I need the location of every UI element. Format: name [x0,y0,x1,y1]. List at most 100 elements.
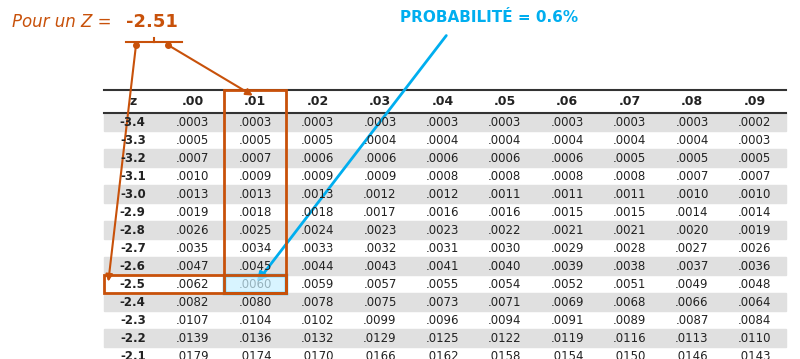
Text: .0019: .0019 [738,224,771,237]
Text: .0057: .0057 [363,278,397,291]
Text: .0030: .0030 [488,242,522,255]
Text: -2.6: -2.6 [120,260,146,273]
Text: .06: .06 [556,95,578,108]
Text: -2.4: -2.4 [120,296,146,309]
Text: .0012: .0012 [363,188,397,201]
Text: z: z [129,95,137,108]
Text: .0154: .0154 [550,350,584,359]
Text: .0031: .0031 [426,242,459,255]
Text: -2.5: -2.5 [120,278,146,291]
Bar [224,90,286,293]
Text: .0021: .0021 [550,224,584,237]
Text: .0004: .0004 [675,134,709,147]
Text: .0041: .0041 [426,260,459,273]
Text: .0166: .0166 [363,350,397,359]
Text: .0003: .0003 [363,116,397,129]
Text: .0047: .0047 [176,260,210,273]
Text: .0006: .0006 [426,152,459,165]
Bar [104,185,786,204]
Text: .0096: .0096 [426,314,459,327]
Text: .0007: .0007 [176,152,210,165]
Text: -2.7: -2.7 [120,242,146,255]
Text: .0004: .0004 [363,134,397,147]
Text: .0094: .0094 [488,314,522,327]
Text: .0084: .0084 [738,314,771,327]
Text: .0064: .0064 [738,296,771,309]
Text: .0087: .0087 [675,314,709,327]
Text: .0054: .0054 [488,278,522,291]
Bar [104,222,786,239]
Text: .0015: .0015 [613,206,646,219]
Text: .0006: .0006 [363,152,397,165]
Text: .0036: .0036 [738,260,771,273]
Text: .0002: .0002 [738,116,771,129]
Text: .0005: .0005 [176,134,210,147]
Text: .0011: .0011 [488,188,522,201]
Text: .0018: .0018 [301,206,334,219]
Text: .0027: .0027 [675,242,709,255]
Text: .0008: .0008 [613,170,646,183]
Text: .0122: .0122 [488,332,522,345]
Text: .0013: .0013 [301,188,334,201]
Text: .0024: .0024 [301,224,334,237]
Text: .0004: .0004 [488,134,522,147]
Text: .0013: .0013 [176,188,210,201]
Text: .0107: .0107 [176,314,210,327]
Text: .0048: .0048 [738,278,771,291]
Text: .0023: .0023 [363,224,397,237]
Text: .01: .01 [244,95,266,108]
Text: -2.9: -2.9 [120,206,146,219]
Text: .0004: .0004 [550,134,584,147]
Text: .0040: .0040 [488,260,522,273]
Text: .0004: .0004 [426,134,459,147]
Text: .0052: .0052 [550,278,584,291]
Text: .0011: .0011 [613,188,646,201]
Text: .0032: .0032 [363,242,397,255]
Text: .0066: .0066 [675,296,709,309]
Text: .0005: .0005 [301,134,334,147]
Text: .0018: .0018 [238,206,272,219]
Bar [104,149,786,167]
Text: .0104: .0104 [238,314,272,327]
Text: .0003: .0003 [488,116,522,129]
Text: .0010: .0010 [738,188,771,201]
Text: .0003: .0003 [675,116,709,129]
Text: .0136: .0136 [238,332,272,345]
Text: -3.2: -3.2 [120,152,146,165]
Text: .0008: .0008 [550,170,584,183]
Text: .0179: .0179 [176,350,210,359]
Text: -2.2: -2.2 [120,332,146,345]
Text: .04: .04 [431,95,454,108]
Text: .0029: .0029 [550,242,584,255]
Text: .0174: .0174 [238,350,272,359]
Text: .0014: .0014 [738,206,771,219]
Text: .0060: .0060 [238,278,272,291]
Text: .0055: .0055 [426,278,459,291]
Text: .0078: .0078 [301,296,334,309]
Text: .0003: .0003 [238,116,272,129]
Text: .0025: .0025 [238,224,272,237]
Text: .0028: .0028 [613,242,646,255]
Text: .0003: .0003 [613,116,646,129]
Text: .0007: .0007 [238,152,272,165]
Text: PROBABILITÉ = 0.6%: PROBABILITÉ = 0.6% [400,10,578,25]
Text: .0013: .0013 [238,188,272,201]
Text: .0006: .0006 [301,152,334,165]
Bar [104,257,786,275]
Text: .0143: .0143 [738,350,771,359]
Text: .0089: .0089 [613,314,646,327]
Text: .0119: .0119 [550,332,584,345]
Text: .0006: .0006 [488,152,522,165]
Text: .0003: .0003 [176,116,210,129]
Text: .0113: .0113 [675,332,709,345]
Text: .0009: .0009 [238,170,272,183]
Bar [104,275,286,293]
Text: .0026: .0026 [176,224,210,237]
Text: .0075: .0075 [363,296,397,309]
Text: .0158: .0158 [488,350,522,359]
Text: .03: .03 [369,95,391,108]
Text: .00: .00 [182,95,204,108]
Bar [104,330,786,348]
Text: .0003: .0003 [738,134,771,147]
Text: .0068: .0068 [613,296,646,309]
